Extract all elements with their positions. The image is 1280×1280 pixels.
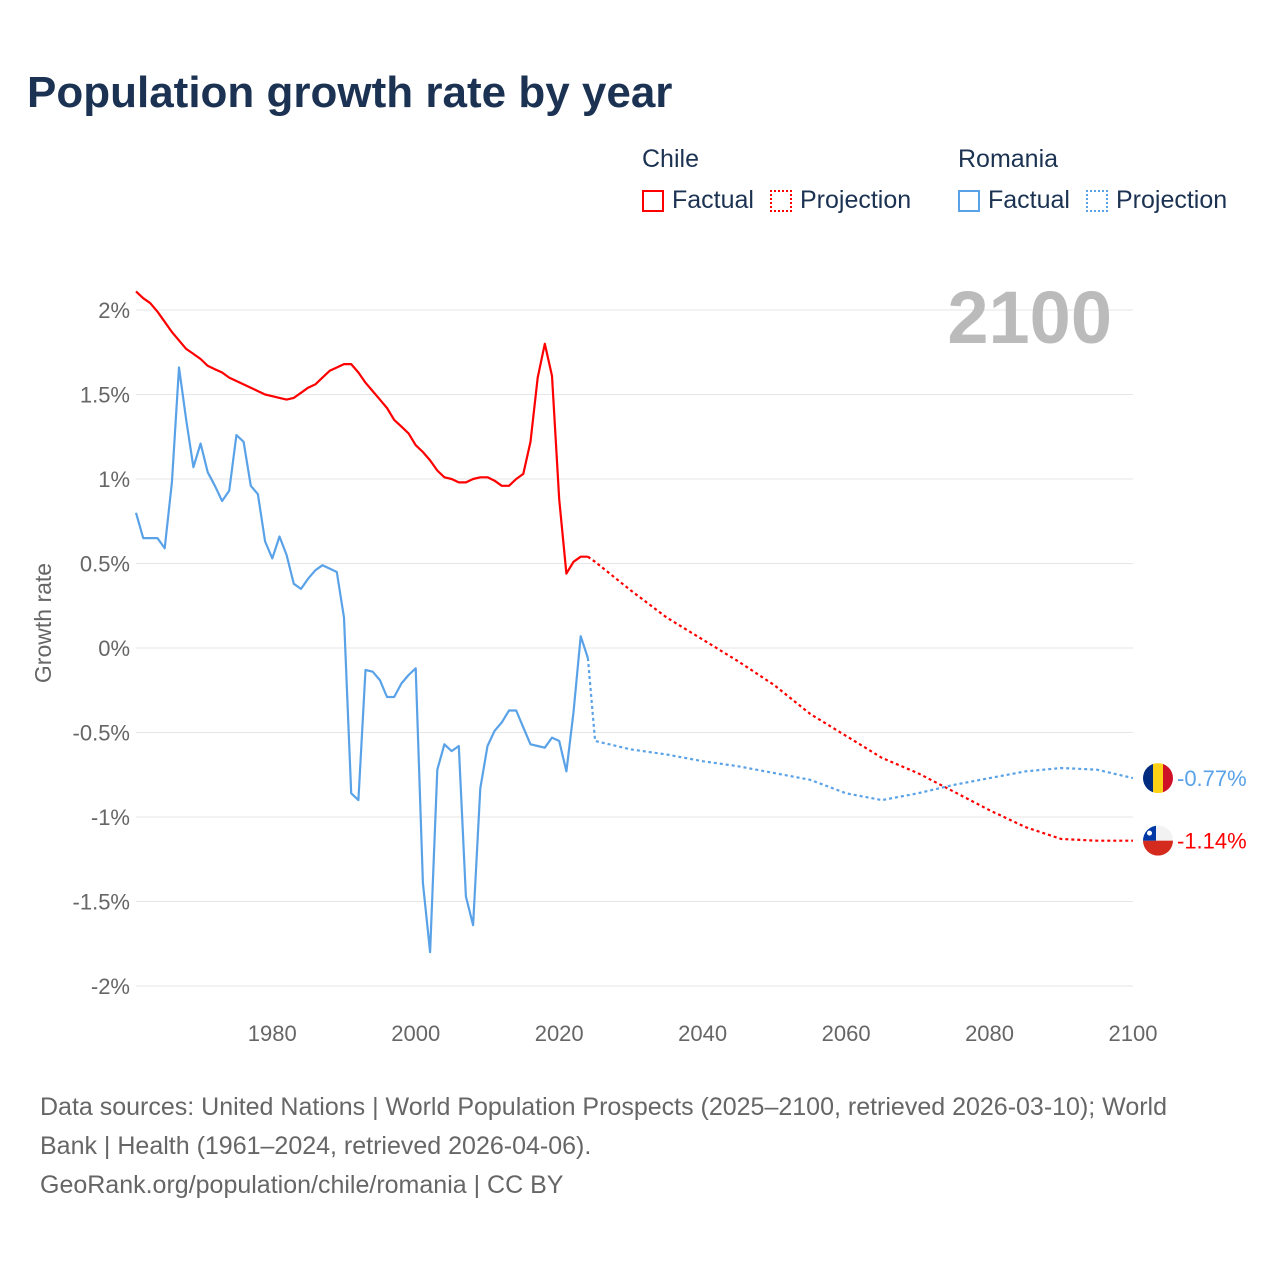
x-tick-label: 2000 <box>391 1021 440 1046</box>
legend-label: Projection <box>1115 186 1228 214</box>
x-tick-label: 2040 <box>678 1021 727 1046</box>
legend-chile: Chile Factual Projection <box>642 145 927 215</box>
legend-romania-title: Romania <box>958 145 1059 173</box>
legend-dotted-swatch <box>769 189 792 212</box>
legend-romania: Romania Factual Projection <box>958 145 1243 215</box>
legend-romania-projection[interactable]: Projection <box>1085 186 1228 215</box>
romania-projection-line <box>586 658 1134 802</box>
y-tick-label: 0% <box>98 636 130 661</box>
y-tick-label: 2% <box>98 298 130 323</box>
chile-factual-line <box>135 290 588 575</box>
axis-ticks: 2% 1.5% 1% 0.5% 0% -0.5% -1% -1.5% -2% 1980 2000 20… <box>73 298 1158 1046</box>
legend-label: Factual <box>672 186 754 214</box>
y-tick-label: -1.5% <box>73 890 130 915</box>
chile-projection-line <box>587 555 1133 842</box>
y-tick-label: -0.5% <box>73 721 130 746</box>
y-tick-label: 1.5% <box>80 383 130 408</box>
legend-label: Factual <box>988 186 1070 214</box>
romania-end-value-label: -0.77% <box>1177 766 1247 791</box>
legend-chile-factual[interactable]: Factual <box>642 186 754 215</box>
chile-end-value-label: -1.14% <box>1177 829 1247 854</box>
legend-romania-factual[interactable]: Factual <box>958 186 1070 215</box>
x-tick-label: 2060 <box>822 1021 871 1046</box>
y-tick-label: -2% <box>91 974 130 999</box>
year-label: 2100 <box>947 276 1112 359</box>
grid <box>136 309 1133 987</box>
legend-dotted-swatch <box>1085 189 1108 212</box>
end-labels: -1.14% -0.77% <box>1143 763 1247 856</box>
y-tick-label: 1% <box>98 467 130 492</box>
romania-factual-line <box>134 366 589 954</box>
x-tick-label: 2100 <box>1109 1021 1158 1046</box>
legend-label: Projection <box>799 186 912 214</box>
legend-chile-title: Chile <box>642 145 699 173</box>
romania-flag-icon <box>1143 763 1173 794</box>
legend-solid-swatch <box>958 189 980 212</box>
source-link[interactable]: GeoRank.org/population/chile/romania | C… <box>40 1171 564 1199</box>
x-tick-label: 2080 <box>965 1021 1014 1046</box>
source-text: Data sources: United Nations | World Pop… <box>40 1093 1168 1160</box>
legend-solid-swatch <box>642 189 664 212</box>
data-source-note: Data sources: United Nations | World Pop… <box>40 1088 1230 1205</box>
series-lines <box>134 290 1134 954</box>
y-tick-label: -1% <box>91 805 130 830</box>
chile-flag-icon <box>1143 825 1173 856</box>
y-axis-label: Growth rate <box>30 563 56 683</box>
chart-title: Population growth rate by year <box>27 68 673 117</box>
legend-chile-projection[interactable]: Projection <box>769 186 912 215</box>
y-tick-label: 0.5% <box>80 552 130 577</box>
x-tick-label: 2020 <box>535 1021 584 1046</box>
line-chart: 2% 1.5% 1% 0.5% 0% -0.5% -1% -1.5% -2% 1980 2000 20… <box>30 276 1247 1046</box>
x-tick-label: 1980 <box>248 1021 297 1046</box>
